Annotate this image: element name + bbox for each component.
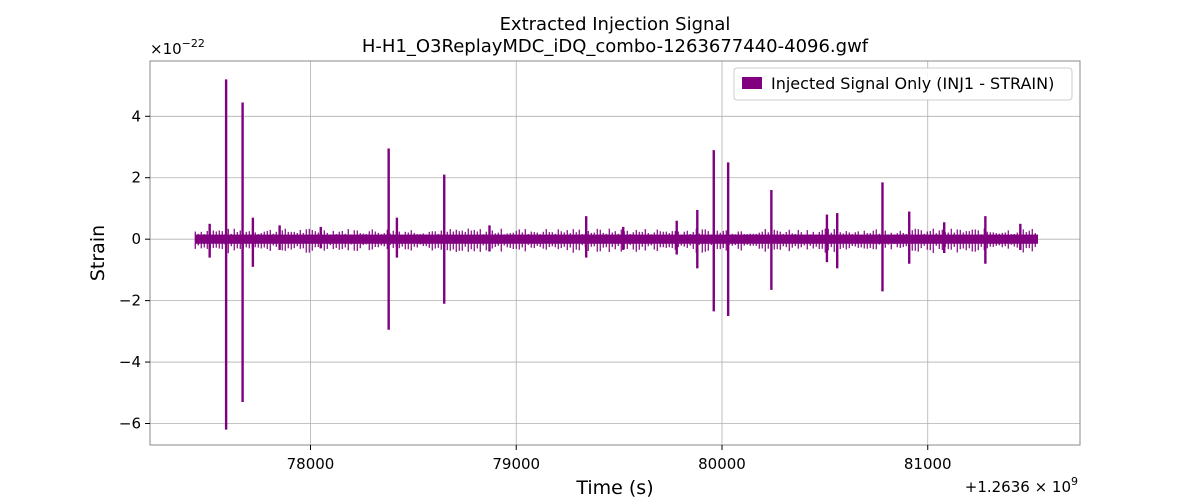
y-tick-label: 2 [131,169,141,187]
x-tick-label: 79000 [492,455,540,473]
series-line [194,79,1039,430]
chart-subtitle: H-H1_O3ReplayMDC_iDQ_combo-1263677440-40… [362,36,869,57]
y-axis-label: Strain [87,225,109,281]
y-tick-label: −2 [119,292,141,310]
chart-title: Extracted Injection Signal [500,14,731,35]
y-tick-label: −6 [119,414,141,432]
y-tick-label: 0 [131,230,141,248]
y-tick-label: −4 [119,353,141,371]
axes-frame [149,60,1081,446]
x-offset-label: +1.2636 × 109 [965,475,1078,496]
legend-swatch [742,77,762,89]
ticks: 78000 79000 80000 81000 4 2 0 −2 −4 −6 [119,107,952,473]
y-tick-label: 4 [131,107,141,125]
baseline-band [195,234,1039,244]
x-tick-label: 78000 [287,455,335,473]
grid [150,61,1080,445]
y-multiplier: ×10−22 [150,37,205,58]
legend-frame [733,67,1073,101]
legend: Injected Signal Only (INJ1 - STRAIN) [733,67,1073,101]
x-tick-label: 80000 [698,455,746,473]
plot-area [194,79,1039,430]
x-tick-label: 81000 [904,455,952,473]
x-axis-label: Time (s) [575,477,653,499]
legend-label: Injected Signal Only (INJ1 - STRAIN) [771,74,1054,93]
